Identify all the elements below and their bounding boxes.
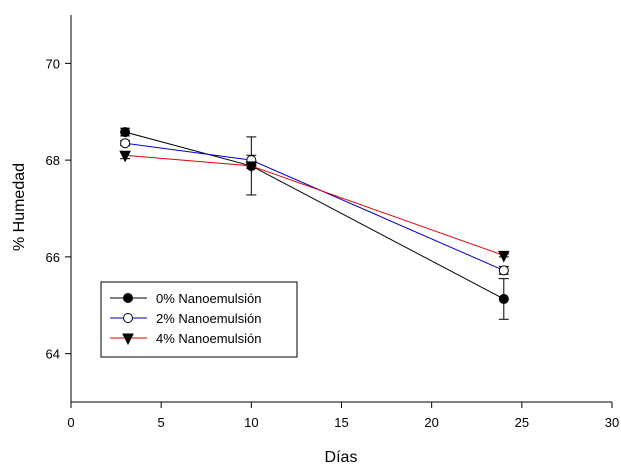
legend-label: 0% Nanoemulsión [156, 291, 262, 306]
series-line [124, 131, 505, 300]
x-tick-label: 15 [334, 415, 348, 430]
legend-label: 4% Nanoemulsión [156, 331, 262, 346]
series-1 [120, 138, 509, 276]
x-axis-label: Días [325, 449, 358, 465]
series-line [125, 142, 505, 271]
y-tick-label: 68 [46, 153, 60, 168]
data-point [497, 250, 510, 263]
x-tick-label: 5 [158, 415, 165, 430]
axes: 0 5 10 15 20 25 30 64 66 68 70 [46, 15, 619, 430]
legend-label: 2% Nanoemulsión [156, 311, 262, 326]
y-tick-label: 70 [46, 56, 60, 71]
data-point [498, 265, 509, 276]
data-point [120, 138, 131, 149]
data-point [498, 293, 509, 304]
legend-swatch-marker [123, 293, 133, 303]
series-layer [119, 127, 510, 320]
legend: 0% Nanoemulsión 2% Nanoemulsión 4% Nanoemu… [100, 281, 298, 358]
y-tick-label: 64 [46, 347, 60, 362]
x-tick-label: 30 [605, 415, 619, 430]
series-2 [119, 150, 510, 263]
legend-swatch-marker [123, 313, 133, 323]
y-axis-label: % Humedad [11, 163, 28, 251]
x-tick-label: 10 [244, 415, 258, 430]
series-line [125, 154, 504, 256]
x-tick-label: 20 [424, 415, 438, 430]
legend-swatch-marker [122, 333, 134, 346]
data-point [245, 161, 258, 174]
x-tick-label: 0 [67, 415, 74, 430]
data-point [120, 127, 131, 138]
x-tick-label: 25 [515, 415, 529, 430]
legend-box [100, 281, 298, 358]
y-tick-label: 66 [46, 250, 60, 265]
data-point [119, 150, 131, 163]
